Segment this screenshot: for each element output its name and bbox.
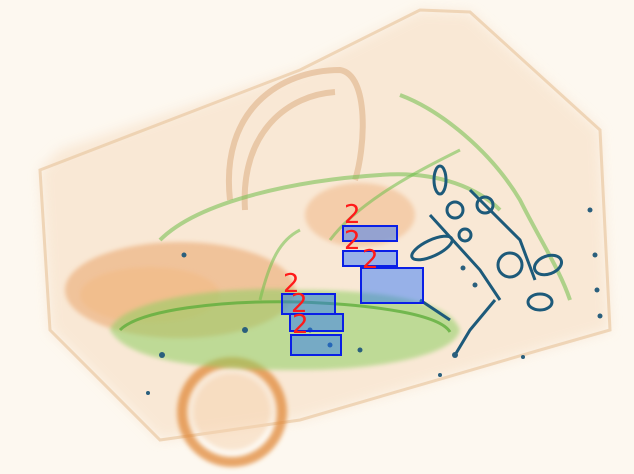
detection-label: 2	[362, 245, 379, 275]
detection-box	[342, 225, 398, 242]
detection-label: 2	[344, 226, 361, 256]
detection-label: 2	[283, 269, 300, 299]
detection-box	[360, 267, 424, 304]
detection-box	[342, 250, 398, 267]
detection-label: 2	[344, 200, 361, 230]
detection-box	[290, 334, 342, 356]
bag-handle	[225, 66, 366, 211]
detection-label: 2	[292, 310, 309, 340]
detection-label: 2	[291, 289, 308, 319]
detection-box	[289, 313, 344, 332]
inorganic-objects	[110, 93, 572, 370]
metal-objects	[410, 164, 564, 356]
